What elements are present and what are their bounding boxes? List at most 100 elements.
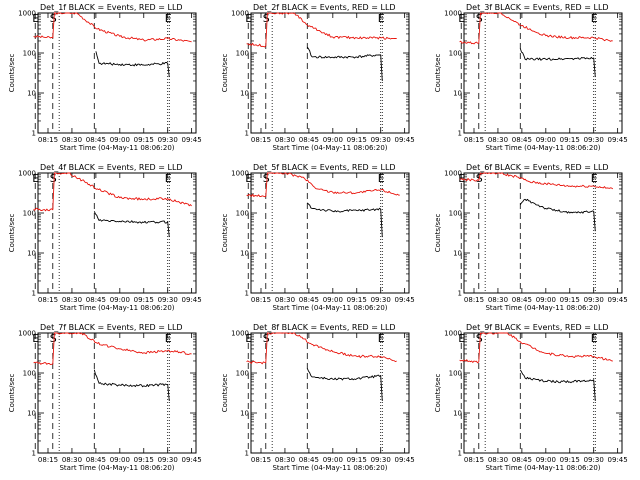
marker-label: E [32, 332, 39, 345]
x-tick-label: 08:15 [38, 456, 58, 464]
chart-panel: Det_1f BLACK = Events, RED = LLD 1 10 100 10… [8, 3, 202, 152]
x-axis-label: Start Time (04-May-11 08:06:20) [272, 304, 387, 312]
plot-frame [37, 12, 197, 134]
x-tick-label: 09:30 [371, 456, 391, 464]
y-tick-label: 1 [32, 450, 36, 458]
y-tick-label: 10 [27, 90, 36, 98]
x-tick-label: 09:00 [536, 456, 556, 464]
series-events-line [306, 368, 383, 402]
x-tick-label: 09:30 [158, 456, 178, 464]
y-tick-label: 100 [23, 50, 36, 58]
x-tick-label: 08:45 [512, 456, 532, 464]
x-tick-label: 08:15 [251, 456, 271, 464]
chart-title: Det_8f BLACK = Events, RED = LLD [253, 323, 396, 332]
x-tick-label: 09:30 [584, 136, 604, 144]
marker-label: E [245, 332, 252, 345]
x-tick-label: 08:30 [275, 296, 295, 304]
x-tick-label: 08:30 [488, 136, 508, 144]
marker-label: S [50, 12, 57, 25]
series-events-line [93, 369, 170, 402]
x-tick-label: 08:45 [86, 296, 106, 304]
series-lld-line [459, 12, 613, 45]
chart-title: Det_2f BLACK = Events, RED = LLD [253, 3, 396, 12]
y-tick-label: 100 [236, 210, 249, 218]
plot-frame [463, 332, 623, 454]
y-tick-label: 100 [23, 210, 36, 218]
y-tick-label: 1 [245, 130, 249, 138]
series-lld-line [246, 12, 397, 48]
x-tick-label: 09:15 [134, 296, 154, 304]
x-tick-label: 08:15 [464, 456, 484, 464]
marker-label: E [245, 172, 252, 185]
chart-title: Det_9f BLACK = Events, RED = LLD [466, 323, 609, 332]
chart-title: Det_1f BLACK = Events, RED = LLD [40, 3, 183, 12]
series-lld-line [33, 12, 192, 43]
series-events-line [306, 202, 383, 238]
x-tick-label: 08:30 [275, 456, 295, 464]
x-tick-label: 08:45 [299, 136, 319, 144]
x-axis-label: Start Time (04-May-11 08:06:20) [59, 304, 174, 312]
y-tick-label: 1000 [231, 330, 249, 338]
x-axis-label: Start Time (04-May-11 08:06:20) [272, 144, 387, 152]
chart-panel: Det_5f BLACK = Events, RED = LLD 1 10 100 10… [221, 163, 415, 312]
y-tick-label: 10 [240, 410, 249, 418]
y-tick-label: 100 [449, 50, 462, 58]
marker-label: S [263, 172, 270, 185]
x-tick-label: 09:30 [158, 296, 178, 304]
marker-label: E [32, 12, 39, 25]
y-tick-label: 10 [240, 250, 249, 258]
x-tick-label: 09:30 [371, 296, 391, 304]
x-axis-label: Start Time (04-May-11 08:06:20) [272, 464, 387, 472]
x-tick-label: 08:45 [86, 456, 106, 464]
x-tick-label: 09:00 [323, 456, 343, 464]
y-tick-label: 1000 [444, 170, 462, 178]
plot-frame [37, 332, 197, 454]
x-tick-label: 09:45 [608, 456, 628, 464]
chart-panel: Det_8f BLACK = Events, RED = LLD 1 10 100 10… [221, 323, 415, 472]
y-tick-label: 1000 [18, 10, 36, 18]
chart-title: Det_7f BLACK = Events, RED = LLD [40, 323, 183, 332]
y-tick-label: 10 [453, 250, 462, 258]
y-tick-label: 1000 [18, 170, 36, 178]
x-tick-label: 09:00 [323, 136, 343, 144]
x-tick-label: 08:45 [86, 136, 106, 144]
x-tick-label: 09:15 [560, 456, 580, 464]
marker-label: S [50, 172, 57, 185]
marker-label: E [591, 172, 598, 185]
x-tick-label: 09:30 [371, 136, 391, 144]
x-tick-label: 08:15 [464, 136, 484, 144]
y-tick-label: 1000 [18, 330, 36, 338]
marker-label: S [263, 332, 270, 345]
x-tick-label: 09:15 [347, 136, 367, 144]
x-tick-label: 08:15 [38, 136, 58, 144]
y-tick-label: 1000 [231, 170, 249, 178]
x-tick-label: 09:45 [395, 296, 415, 304]
chart-panel: Det_4f BLACK = Events, RED = LLD 1 10 100 10… [8, 163, 202, 312]
series-events-line [95, 51, 170, 78]
x-axis-label: Start Time (04-May-11 08:06:20) [59, 144, 174, 152]
marker-label: E [458, 12, 465, 25]
x-tick-label: 08:30 [275, 136, 295, 144]
chart-panel: Det_7f BLACK = Events, RED = LLD 1 10 100 10… [8, 323, 202, 472]
y-tick-label: 100 [449, 210, 462, 218]
series-lld-line [459, 332, 613, 364]
series-lld-line [246, 332, 397, 365]
y-axis-label: Counts/sec [8, 374, 16, 413]
marker-label: E [165, 172, 172, 185]
y-axis-label: Counts/sec [221, 374, 229, 413]
y-tick-label: 10 [453, 410, 462, 418]
x-tick-label: 09:15 [560, 296, 580, 304]
x-tick-label: 09:45 [395, 136, 415, 144]
x-tick-label: 09:00 [110, 296, 130, 304]
x-tick-label: 09:15 [134, 456, 154, 464]
chart-panel: Det_9f BLACK = Events, RED = LLD 1 10 100 10… [434, 323, 628, 472]
x-tick-label: 09:15 [560, 136, 580, 144]
marker-label: E [458, 332, 465, 345]
marker-label: E [378, 172, 385, 185]
plot-frame [463, 172, 623, 294]
y-axis-label: Counts/sec [8, 54, 16, 93]
series-events-line [519, 48, 596, 78]
plot-frame [250, 12, 410, 134]
y-axis-label: Counts/sec [434, 214, 442, 253]
